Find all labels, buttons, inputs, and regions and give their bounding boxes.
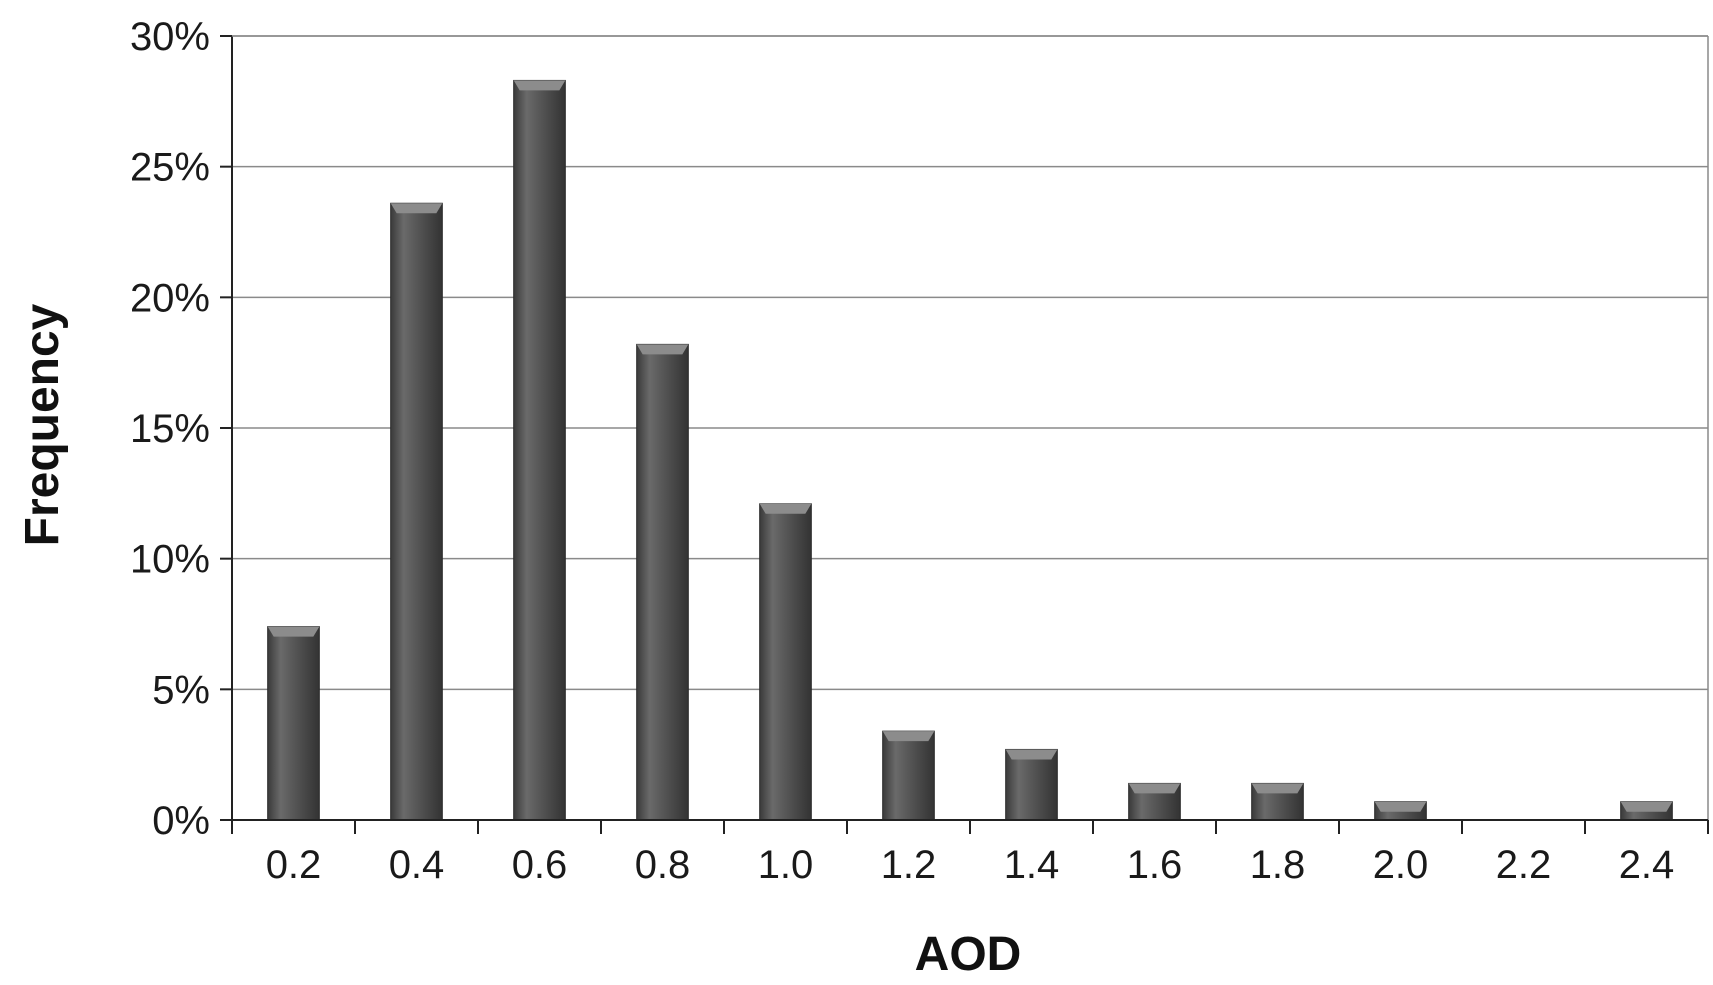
bar [390, 202, 443, 821]
x-tick-label: 0.6 [512, 843, 568, 887]
bar [267, 626, 320, 821]
y-tick-label: 30% [130, 15, 210, 59]
bar-cap [1128, 783, 1181, 794]
bars [267, 79, 1673, 821]
gridlines [232, 35, 1708, 691]
y-tick-label: 5% [152, 668, 210, 712]
x-tick-label: 1.8 [1250, 843, 1306, 887]
bar-cap [267, 626, 320, 637]
bar-cap [882, 731, 935, 742]
x-axis-title: AOD [915, 928, 1022, 981]
y-tick-label: 0% [152, 799, 210, 843]
x-tick-label: 1.2 [881, 843, 937, 887]
axes [220, 35, 1709, 834]
bar-cap [513, 80, 566, 91]
x-tick-label: 0.2 [266, 843, 322, 887]
bar-cap [390, 203, 443, 214]
tick-labels: 0% 5% 10% 15% 20% 25% 30% 0.2 0.4 0.6 0.8 1.0 1.2 1.4… [130, 15, 1674, 887]
bar [759, 503, 812, 821]
bar-cap [759, 503, 812, 514]
bar-cap [1005, 749, 1058, 760]
x-tick-label: 2.0 [1373, 843, 1429, 887]
y-tick-label: 15% [130, 407, 210, 451]
bar [1005, 748, 1058, 821]
x-tick-label: 1.0 [758, 843, 814, 887]
x-tick-label: 0.4 [389, 843, 445, 887]
bar [882, 730, 935, 821]
y-tick-label: 10% [130, 538, 210, 582]
x-tick-label: 2.4 [1619, 843, 1675, 887]
bar-cap [636, 344, 689, 355]
y-tick-label: 25% [130, 146, 210, 190]
bar [513, 79, 566, 821]
y-axis-title: Frequency [16, 303, 69, 546]
x-tick-label: 1.6 [1127, 843, 1183, 887]
y-tick-label: 20% [130, 276, 210, 320]
bar-cap [1251, 783, 1304, 794]
x-tick-label: 2.2 [1496, 843, 1552, 887]
x-tick-label: 1.4 [1004, 843, 1060, 887]
x-tick-label: 0.8 [635, 843, 691, 887]
bar-cap [1620, 801, 1673, 812]
bar [636, 343, 689, 821]
bar-cap [1374, 801, 1427, 812]
